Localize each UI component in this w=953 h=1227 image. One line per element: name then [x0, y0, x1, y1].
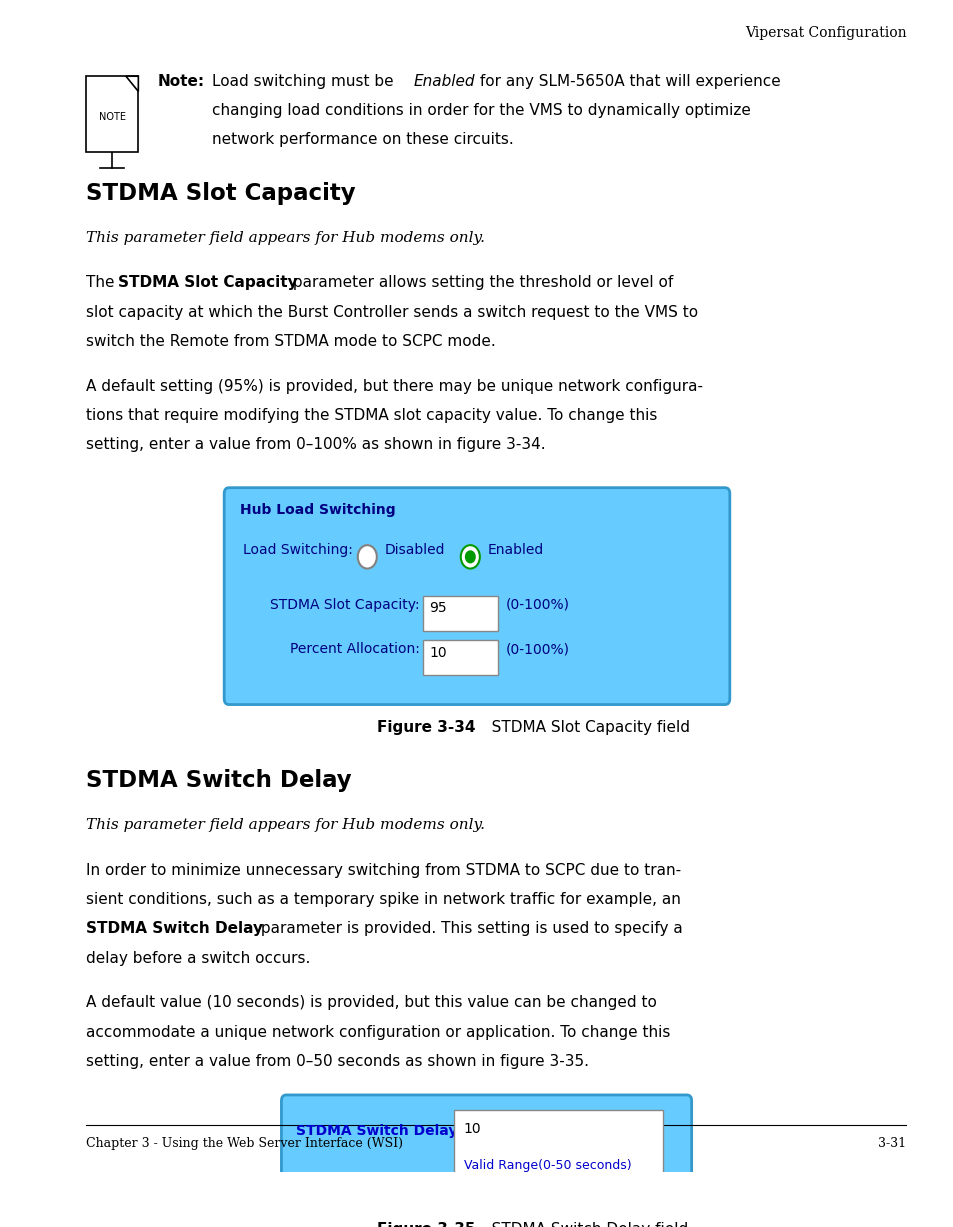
Text: Figure 3-35: Figure 3-35	[376, 1222, 475, 1227]
Text: A default setting (95%) is provided, but there may be unique network configura-: A default setting (95%) is provided, but…	[86, 379, 702, 394]
Text: 10: 10	[463, 1121, 480, 1136]
Text: Percent Allocation:: Percent Allocation:	[290, 643, 419, 656]
FancyBboxPatch shape	[224, 487, 729, 704]
Text: Hub Load Switching: Hub Load Switching	[240, 503, 395, 517]
Text: (0-100%): (0-100%)	[505, 643, 569, 656]
Text: Load switching must be: Load switching must be	[212, 74, 397, 88]
Text: delay before a switch occurs.: delay before a switch occurs.	[86, 951, 310, 966]
Text: Enabled: Enabled	[487, 542, 543, 557]
Text: setting, enter a value from 0–50 seconds as shown in figure 3-35.: setting, enter a value from 0–50 seconds…	[86, 1054, 588, 1069]
Text: STDMA Switch Delay: STDMA Switch Delay	[86, 769, 351, 793]
Text: accommodate a unique network configuration or application. To change this: accommodate a unique network configurati…	[86, 1025, 670, 1039]
Text: A default value (10 seconds) is provided, but this value can be changed to: A default value (10 seconds) is provided…	[86, 995, 656, 1010]
Polygon shape	[126, 76, 138, 92]
Text: Chapter 3 - Using the Web Server Interface (WSI): Chapter 3 - Using the Web Server Interfa…	[86, 1137, 402, 1150]
Text: STDMA Slot Capacity field: STDMA Slot Capacity field	[476, 720, 689, 735]
Text: parameter allows setting the threshold or level of: parameter allows setting the threshold o…	[288, 276, 673, 291]
Text: STDMA Switch Delay:: STDMA Switch Delay:	[295, 1124, 462, 1139]
Text: (0-100%): (0-100%)	[505, 598, 569, 612]
Text: 10: 10	[429, 645, 446, 660]
Circle shape	[460, 545, 479, 568]
FancyBboxPatch shape	[86, 76, 138, 152]
Circle shape	[465, 551, 475, 563]
Text: Note:: Note:	[157, 74, 204, 88]
Text: The: The	[86, 276, 119, 291]
Text: Load Switching:: Load Switching:	[243, 542, 353, 557]
Text: parameter is provided. This setting is used to specify a: parameter is provided. This setting is u…	[255, 921, 681, 936]
Text: tions that require modifying the STDMA slot capacity value. To change this: tions that require modifying the STDMA s…	[86, 407, 657, 423]
Text: for any SLM-5650A that will experience: for any SLM-5650A that will experience	[475, 74, 780, 88]
Text: STDMA Switch Delay: STDMA Switch Delay	[86, 921, 263, 936]
Text: Vipersat Configuration: Vipersat Configuration	[744, 26, 905, 39]
Text: 3-31: 3-31	[878, 1137, 905, 1150]
Text: network performance on these circuits.: network performance on these circuits.	[212, 133, 513, 147]
Text: setting, enter a value from 0–100% as shown in figure 3-34.: setting, enter a value from 0–100% as sh…	[86, 437, 545, 453]
FancyBboxPatch shape	[454, 1110, 662, 1195]
Text: Figure 3-34: Figure 3-34	[376, 720, 475, 735]
Text: sient conditions, such as a temporary spike in network traffic for example, an: sient conditions, such as a temporary sp…	[86, 892, 680, 907]
Text: slot capacity at which the Burst Controller sends a switch request to the VMS to: slot capacity at which the Burst Control…	[86, 304, 698, 320]
Text: This parameter field appears for Hub modems only.: This parameter field appears for Hub mod…	[86, 818, 484, 832]
Text: This parameter field appears for Hub modems only.: This parameter field appears for Hub mod…	[86, 231, 484, 245]
FancyBboxPatch shape	[281, 1094, 691, 1206]
Text: NOTE: NOTE	[98, 112, 126, 123]
Circle shape	[357, 545, 376, 568]
FancyBboxPatch shape	[422, 595, 497, 631]
Text: Enabled: Enabled	[414, 74, 475, 88]
Text: STDMA Switch Delay field: STDMA Switch Delay field	[476, 1222, 687, 1227]
Text: STDMA Slot Capacity: STDMA Slot Capacity	[118, 276, 297, 291]
Text: Valid Range(0-50 seconds): Valid Range(0-50 seconds)	[463, 1160, 631, 1173]
FancyBboxPatch shape	[422, 640, 497, 675]
Text: changing load conditions in order for the VMS to dynamically optimize: changing load conditions in order for th…	[212, 103, 750, 118]
Text: In order to minimize unnecessary switching from STDMA to SCPC due to tran-: In order to minimize unnecessary switchi…	[86, 863, 680, 877]
Text: STDMA Slot Capacity: STDMA Slot Capacity	[86, 182, 355, 205]
Text: STDMA Slot Capacity:: STDMA Slot Capacity:	[270, 598, 419, 612]
Text: switch the Remote from STDMA mode to SCPC mode.: switch the Remote from STDMA mode to SCP…	[86, 334, 496, 350]
Text: 95: 95	[429, 601, 446, 616]
Text: Disabled: Disabled	[384, 542, 444, 557]
